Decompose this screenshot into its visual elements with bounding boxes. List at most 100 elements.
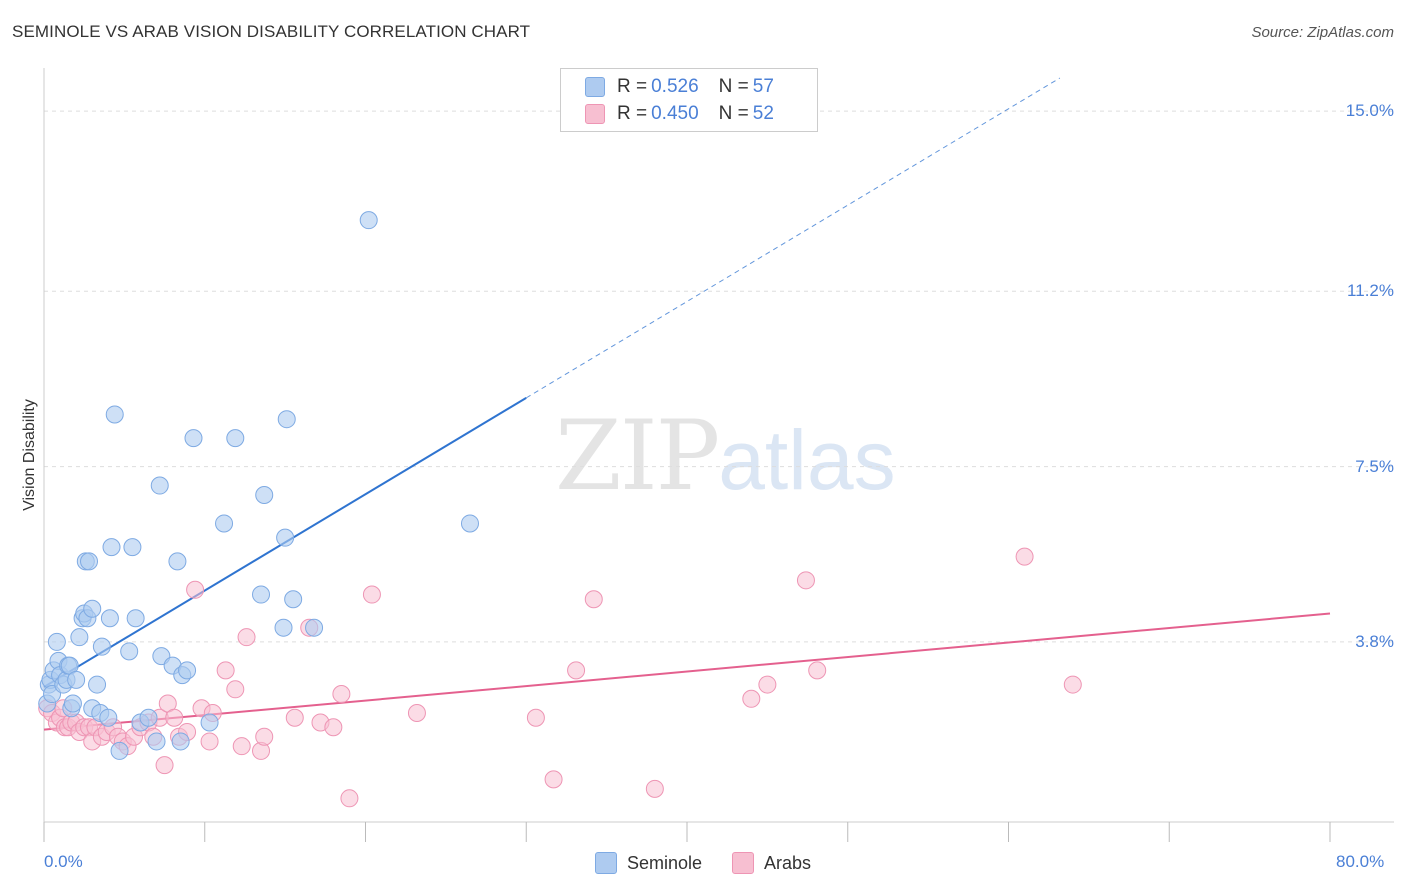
legend-n-key: N = <box>718 103 749 124</box>
data-point-seminole <box>80 552 99 571</box>
data-point-arabs <box>155 756 174 775</box>
data-point-seminole <box>99 708 118 727</box>
data-point-arabs <box>216 661 235 680</box>
legend-r-key: R = <box>617 76 648 97</box>
data-point-seminole <box>123 538 142 557</box>
watermark-atlas: atlas <box>718 413 896 507</box>
data-point-seminole <box>215 514 234 533</box>
data-point-arabs <box>1015 547 1034 566</box>
x-tick-label-max: 80.0% <box>1336 852 1385 871</box>
y-tick-label: 11.2% <box>1347 281 1394 301</box>
data-point-seminole <box>100 609 119 628</box>
legend-n-key: N = <box>718 76 749 97</box>
x-tick-label-min: 0.0% <box>44 852 83 871</box>
data-point-arabs <box>232 737 251 756</box>
data-point-seminole <box>147 732 166 751</box>
data-point-seminole <box>70 628 89 647</box>
data-point-seminole <box>200 713 219 732</box>
data-point-arabs <box>645 779 664 798</box>
data-point-seminole <box>274 618 293 637</box>
data-point-seminole <box>110 741 129 760</box>
data-point-seminole <box>226 429 245 448</box>
data-point-seminole <box>305 618 324 637</box>
data-point-arabs <box>808 661 827 680</box>
trend-line-arabs <box>43 612 1331 731</box>
data-point-arabs <box>584 590 603 609</box>
y-tick-label: 15.0% <box>1345 101 1394 121</box>
data-point-arabs <box>285 708 304 727</box>
data-point-seminole <box>92 637 111 656</box>
source-credit: Source: ZipAtlas.com <box>1251 24 1394 41</box>
data-point-seminole <box>102 538 121 557</box>
correlation-legend: R = 0.526 N = 57 R = 0.450 N = 52 <box>560 68 818 132</box>
watermark-zip: ZIP <box>555 400 720 512</box>
data-point-seminole <box>67 670 86 689</box>
data-point-seminole <box>171 732 190 751</box>
data-point-arabs <box>200 732 219 751</box>
data-point-seminole <box>88 675 107 694</box>
data-point-seminole <box>150 476 169 495</box>
data-point-arabs <box>340 789 359 808</box>
trend-lines <box>43 77 1331 731</box>
legend-row-seminole: R = 0.526 N = 57 <box>585 75 774 99</box>
trend-line-seminole-extension <box>525 77 1061 399</box>
chart-title: SEMINOLE VS ARAB VISION DISABILITY CORRE… <box>12 22 531 41</box>
data-point-arabs <box>567 661 586 680</box>
legend-r-value: 0.450 <box>651 103 699 124</box>
data-point-seminole <box>184 429 203 448</box>
data-point-arabs <box>165 708 184 727</box>
data-point-arabs <box>255 727 274 746</box>
y-tick-label: 3.8% <box>1355 631 1394 651</box>
data-point-seminole <box>178 661 197 680</box>
data-point-arabs <box>332 685 351 704</box>
data-point-seminole <box>105 405 124 424</box>
data-point-seminole <box>126 609 145 628</box>
data-point-arabs <box>742 689 761 708</box>
data-point-seminole <box>139 708 158 727</box>
data-point-seminole <box>120 642 139 661</box>
data-point-arabs <box>544 770 563 789</box>
legend-label-seminole: Seminole <box>626 852 702 873</box>
data-point-seminole <box>83 599 102 618</box>
data-point-arabs <box>324 718 343 737</box>
data-point-seminole <box>277 410 296 429</box>
data-point-seminole <box>252 585 271 604</box>
data-point-seminole <box>460 514 479 533</box>
data-point-arabs <box>526 708 545 727</box>
series-seminole <box>38 211 479 760</box>
legend-item-seminole[interactable]: Seminole <box>594 852 702 874</box>
y-tick-label: 7.5% <box>1355 456 1394 476</box>
legend-item-arabs[interactable]: Arabs <box>732 852 811 874</box>
legend-r-key: R = <box>617 103 648 124</box>
data-point-seminole <box>284 590 303 609</box>
data-point-arabs <box>796 571 815 590</box>
data-point-seminole <box>276 528 295 547</box>
legend-swatch-seminole <box>585 77 605 97</box>
data-point-arabs <box>758 675 777 694</box>
legend-swatch-arabs <box>732 852 754 874</box>
data-point-arabs <box>362 585 381 604</box>
legend-swatch-seminole <box>594 852 617 874</box>
axes <box>43 68 1394 842</box>
watermark: ZIPatlas <box>555 400 896 512</box>
data-point-seminole <box>359 211 378 230</box>
series-arabs <box>38 547 1082 808</box>
data-point-seminole <box>47 632 66 651</box>
legend-row-arabs: R = 0.450 N = 52 <box>585 102 774 126</box>
legend-n-value: 52 <box>752 103 774 124</box>
series-legend: Seminole Arabs <box>0 852 1406 874</box>
data-point-arabs <box>186 580 205 599</box>
data-point-arabs <box>226 680 245 699</box>
data-point-arabs <box>237 628 256 647</box>
data-point-seminole <box>168 552 187 571</box>
data-point-arabs <box>1063 675 1082 694</box>
legend-r-value: 0.526 <box>651 76 699 97</box>
legend-label-arabs: Arabs <box>764 852 812 873</box>
data-point-arabs <box>407 704 426 723</box>
gridlines <box>44 110 1394 643</box>
legend-swatch-arabs <box>585 104 605 124</box>
legend-n-value: 57 <box>752 76 774 97</box>
data-point-seminole <box>255 486 274 505</box>
data-point-seminole <box>63 694 82 713</box>
